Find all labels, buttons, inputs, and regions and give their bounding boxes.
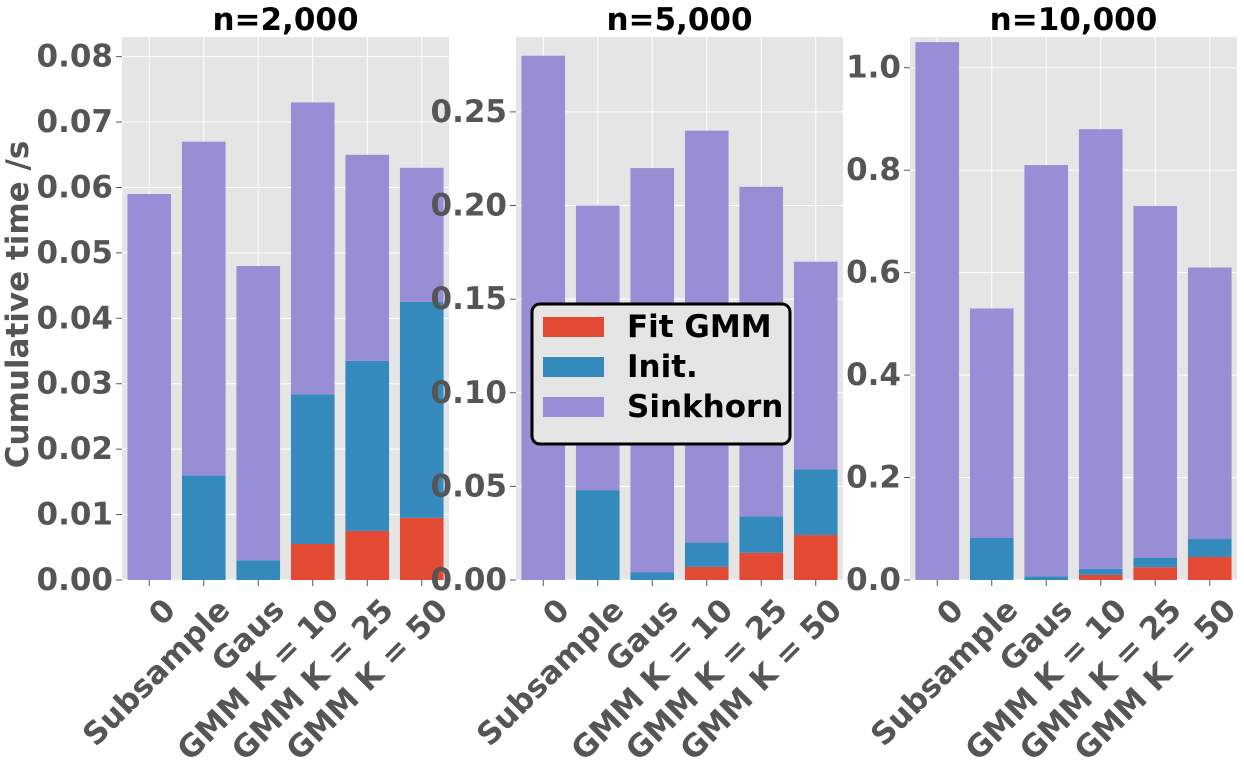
bar-init-4: [290, 394, 335, 545]
ytick-label: 0.03: [37, 366, 114, 402]
bar-fit-gmm-6: [793, 535, 838, 580]
bar-init-5: [345, 360, 390, 531]
ytick-label: 0.2: [846, 460, 901, 496]
bar-sinkhorn-4: [1078, 129, 1123, 569]
bar-fit-gmm-4: [684, 566, 729, 580]
bar-fit-gmm-4: [290, 544, 335, 580]
bar-init-2: [969, 537, 1014, 580]
plot-background: [910, 37, 1237, 580]
bar-init-3: [236, 560, 281, 580]
bar-init-2: [575, 490, 620, 580]
bar-sinkhorn-3: [1024, 165, 1069, 577]
bar-sinkhorn-2: [969, 308, 1014, 538]
panel-title: n=2,000: [212, 2, 358, 38]
ytick-label: 0.8: [846, 152, 901, 188]
panel-title: n=5,000: [606, 2, 752, 38]
bar-fit-gmm-5: [1133, 567, 1178, 580]
ytick-label: 0.00: [37, 562, 114, 598]
ytick-label: 0.05: [431, 468, 508, 504]
bar-fit-gmm-6: [1187, 556, 1232, 580]
bar-init-4: [1078, 568, 1123, 575]
bar-init-4: [684, 542, 729, 567]
ytick-label: 0.08: [37, 39, 114, 75]
ytick-label: 0.6: [846, 255, 901, 291]
y-axis-label: Cumulative time /s: [0, 141, 36, 469]
bar-init-6: [1187, 539, 1232, 557]
bar-sinkhorn-1: [127, 194, 172, 580]
legend-label: Fit GMM: [627, 309, 772, 345]
ytick-label: 0.25: [431, 94, 508, 130]
bar-sinkhorn-5: [1133, 206, 1178, 558]
ytick-label: 0.00: [431, 562, 508, 598]
bar-fit-gmm-5: [739, 552, 784, 580]
bar-init-5: [739, 516, 784, 553]
bar-sinkhorn-4: [290, 102, 335, 395]
ytick-label: 0.07: [37, 104, 114, 140]
ytick-label: 0.4: [846, 357, 901, 393]
ytick-label: 1.0: [846, 50, 901, 86]
ytick-label: 0.20: [431, 188, 508, 224]
bar-sinkhorn-6: [399, 167, 444, 302]
panel-title: n=10,000: [990, 2, 1158, 38]
legend-swatch: [543, 397, 604, 417]
bar-sinkhorn-6: [793, 261, 838, 470]
bar-init-3: [630, 572, 675, 580]
ytick-label: 0.01: [37, 497, 114, 533]
bar-init-3: [1024, 576, 1069, 580]
legend-swatch: [543, 317, 604, 337]
ytick-label: 0.15: [431, 281, 508, 317]
bar-init-5: [1133, 557, 1178, 568]
ytick-label: 0.0: [846, 562, 901, 598]
legend-label: Init.: [627, 349, 698, 385]
bar-fit-gmm-6: [399, 517, 444, 580]
legend: Fit GMM Init. Sinkhorn: [530, 302, 792, 446]
plot-background: [122, 37, 449, 580]
ytick-label: 0.06: [37, 169, 114, 205]
ytick-label: 0.10: [431, 375, 508, 411]
bar-init-6: [399, 301, 444, 518]
ytick-label: 0.05: [37, 235, 114, 271]
bar-sinkhorn-2: [181, 141, 226, 476]
legend-label: Sinkhorn: [627, 389, 783, 425]
bar-init-6: [793, 469, 838, 536]
bar-sinkhorn-3: [236, 265, 281, 561]
bar-init-2: [181, 475, 226, 580]
bar-fit-gmm-5: [345, 530, 390, 580]
legend-swatch: [543, 357, 604, 377]
bar-fit-gmm-4: [1078, 574, 1123, 580]
ytick-label: 0.02: [37, 431, 114, 467]
bar-sinkhorn-1: [915, 42, 960, 581]
panel-1: 0.000.010.020.030.040.050.060.070.080Sub…: [0, 2, 455, 764]
ytick-label: 0.04: [37, 300, 114, 336]
bar-sinkhorn-5: [345, 154, 390, 361]
bar-sinkhorn-6: [1187, 267, 1232, 540]
